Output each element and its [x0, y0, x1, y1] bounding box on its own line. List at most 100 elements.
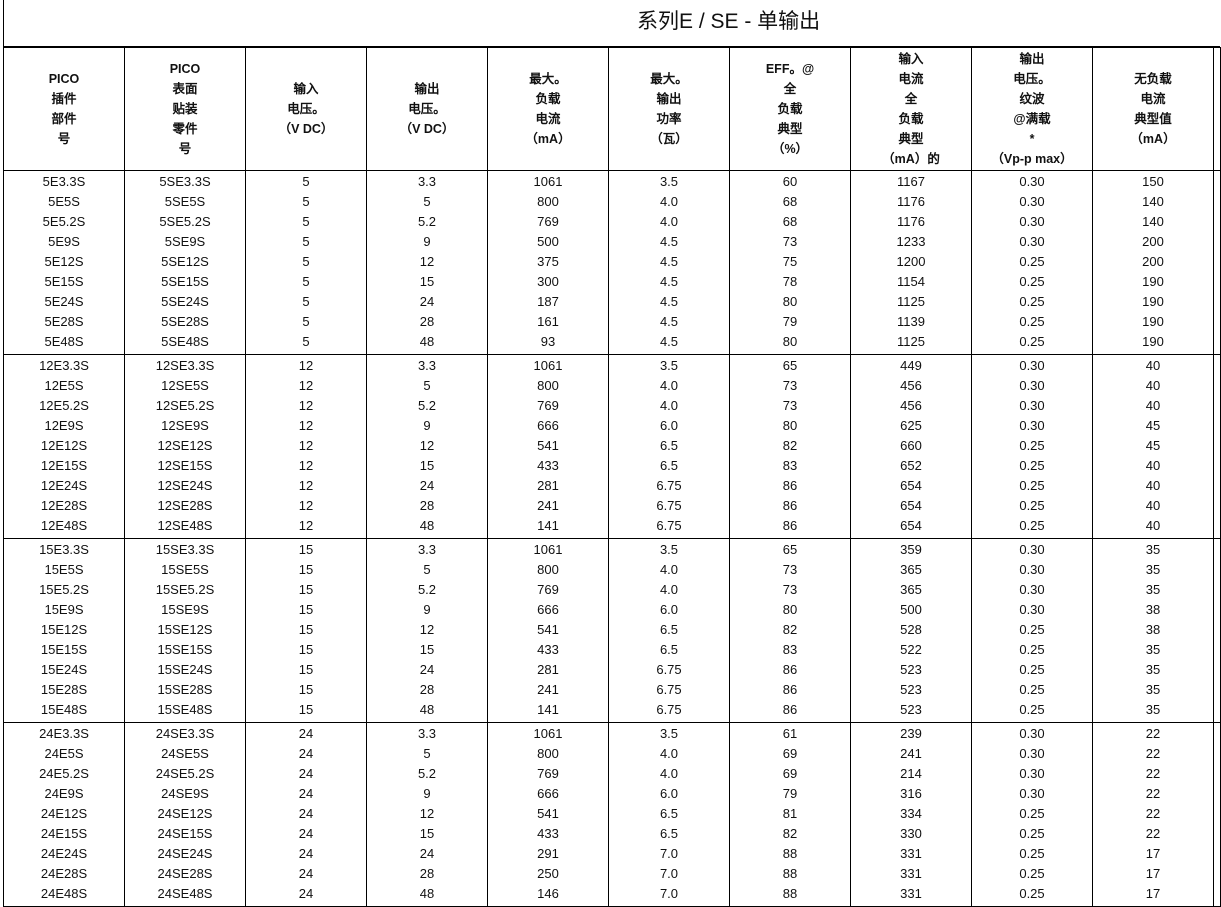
- table-value: 6.0: [659, 786, 679, 801]
- header-line: 典型: [777, 122, 803, 136]
- table-value: 12E48S: [40, 518, 88, 533]
- header-output-voltage: 输出 电压。 （V DC）: [366, 47, 488, 171]
- table-value: 73: [782, 398, 798, 413]
- table-value: 12SE28S: [157, 498, 213, 513]
- table-value: 12E15S: [40, 458, 88, 473]
- cell-no-load-current: 35 35 35 38 38 35 35 35 35: [1092, 538, 1214, 723]
- header-max-load-current: 最大。 负载 电流 （mA）: [487, 47, 609, 171]
- table-value: 660: [900, 438, 922, 453]
- header-line: 负载: [535, 92, 561, 106]
- table-value: 0.30: [1019, 766, 1045, 781]
- table-value: 0.25: [1019, 622, 1045, 637]
- header-line: （Vp-p max）: [991, 152, 1073, 166]
- table-value: 15: [298, 542, 314, 557]
- table-value: 86: [782, 478, 798, 493]
- table-value: 1125: [897, 294, 925, 309]
- table-value: 654: [900, 518, 922, 533]
- page-title: 系列E / SE - 单输出: [637, 10, 821, 33]
- table-value: 15: [298, 642, 314, 657]
- table-value: 9: [423, 418, 431, 433]
- table-value: 86: [782, 518, 798, 533]
- table-value: 45: [1145, 418, 1161, 433]
- header-line: （mA）的: [882, 152, 940, 166]
- cell-no-load-current: 150 140 140 200 200 190 190 190 190: [1092, 170, 1214, 355]
- cell-efficiency: 60 68 68 73 75 78 80 79 80: [729, 170, 851, 355]
- table-value: 15SE12S: [157, 622, 213, 637]
- table-value: 48: [419, 702, 435, 717]
- table-value: 45: [1145, 438, 1161, 453]
- table-value: 6.5: [659, 458, 679, 473]
- table-value: 12: [298, 398, 314, 413]
- table-value: 5: [423, 562, 431, 577]
- table-value: 200: [1142, 254, 1164, 269]
- cell-efficiency: 65 73 73 80 82 83 86 86 86: [729, 354, 851, 539]
- table-value: 35: [1145, 542, 1161, 557]
- table-value: 365: [900, 582, 922, 597]
- table-value: 78: [782, 274, 798, 289]
- table-value: 190: [1142, 314, 1164, 329]
- header-line: 负载: [898, 112, 924, 126]
- table-value: 24SE5.2S: [155, 766, 215, 781]
- cell-output-voltage: 3.3 5 5.2 9 12 15 24 28 48: [366, 170, 488, 355]
- table-value: 0.30: [1019, 234, 1045, 249]
- table-value: 5: [302, 194, 310, 209]
- table-value: 334: [900, 806, 922, 821]
- header-line: 负载: [777, 102, 803, 116]
- table-value: 3.3: [417, 174, 437, 189]
- header-line: 输出: [414, 82, 440, 96]
- row-group: 12E3.3S 12E5S 12E5.2S 12E9S 12E12S 12E15S 12E2…: [3, 354, 1221, 539]
- table-value: 5: [302, 314, 310, 329]
- table-value: 75: [782, 254, 798, 269]
- table-value: 0.25: [1019, 498, 1045, 513]
- table-value: 3.5: [659, 174, 679, 189]
- table-value: 0.25: [1019, 826, 1045, 841]
- cell-efficiency: 65 73 73 80 82 83 86 86 86: [729, 538, 851, 723]
- table-value: 1061: [533, 542, 563, 557]
- table-value: 7.0: [659, 866, 679, 881]
- table-value: 24: [298, 746, 314, 761]
- table-value: 24: [298, 866, 314, 881]
- table-value: 68: [782, 214, 798, 229]
- header-pico-dip-part: PICO 插件 部件号: [3, 47, 125, 171]
- table-value: 4.0: [659, 766, 679, 781]
- table-value: 3.5: [659, 358, 679, 373]
- table-value: 5: [423, 194, 431, 209]
- table-value: 5.2: [417, 214, 437, 229]
- header-line: 电流: [535, 112, 561, 126]
- table-value: 15E24S: [40, 662, 88, 677]
- cell-extra: [1213, 170, 1221, 355]
- table-value: 5SE9S: [164, 234, 206, 249]
- cell-max-load-current: 1061 800 769 666 541 433 281 241 141: [487, 538, 609, 723]
- table-value: 5SE5.2S: [159, 214, 211, 229]
- table-value: 652: [900, 458, 922, 473]
- cell-extra: [1213, 354, 1221, 539]
- table-value: 12E28S: [40, 498, 88, 513]
- table-value: 5SE48S: [161, 334, 209, 349]
- table-value: 60: [782, 174, 798, 189]
- table-value: 15E5S: [44, 562, 84, 577]
- table-value: 82: [782, 438, 798, 453]
- cell-output-voltage: 3.3 5 5.2 9 12 15 24 28 48: [366, 354, 488, 539]
- table-value: 69: [782, 766, 798, 781]
- cell-pico-smd-part: 5SE3.3S 5SE5S 5SE5.2S 5SE9S 5SE12S 5SE15S 5SE2…: [124, 170, 246, 355]
- table-value: 150: [1142, 174, 1164, 189]
- header-line: *: [1029, 132, 1035, 146]
- table-value: 146: [537, 886, 559, 901]
- table-value: 5SE12S: [161, 254, 209, 269]
- cell-pico-smd-part: 12SE3.3S 12SE5S 12SE5.2S 12SE9S 12SE12S 12SE1…: [124, 354, 246, 539]
- header-line: 电压。: [408, 102, 446, 116]
- cell-output-ripple: 0.30 0.30 0.30 0.30 0.25 0.25 0.25 0.25 0.25: [971, 538, 1093, 723]
- table-value: 0.25: [1019, 846, 1045, 861]
- table-value: 6.75: [656, 662, 682, 677]
- table-value: 6.0: [659, 602, 679, 617]
- table-value: 5: [302, 174, 310, 189]
- table-value: 4.0: [659, 582, 679, 597]
- table-value: 0.30: [1019, 602, 1045, 617]
- table-value: 1233: [896, 234, 926, 249]
- table-value: 0.25: [1019, 458, 1045, 473]
- table-value: 4.0: [659, 194, 679, 209]
- table-value: 5: [302, 254, 310, 269]
- table-value: 86: [782, 498, 798, 513]
- table-value: 1154: [897, 274, 925, 289]
- table-value: 86: [782, 682, 798, 697]
